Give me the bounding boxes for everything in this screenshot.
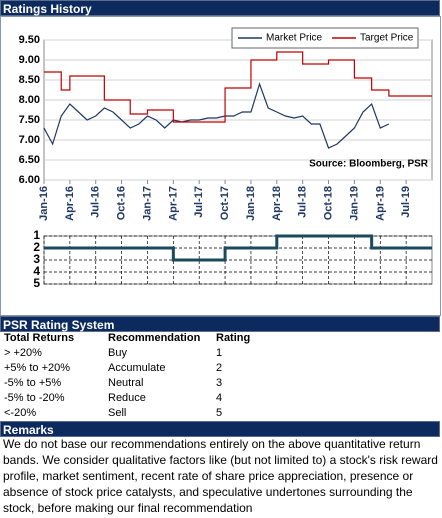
column-header: Rating [216, 332, 251, 344]
table-cell: Neutral [108, 377, 144, 389]
x-tick-label: Apr-17 [167, 186, 179, 221]
x-tick-label: Oct-18 [323, 186, 335, 220]
x-tick-label: Jan-18 [245, 186, 257, 221]
charts: 6.00 6.50 7.00 7.50 8.00 8.50 9.00 9.50 Jan-16 Ap… [0, 16, 441, 316]
x-tick-label: Apr-18 [271, 186, 283, 221]
table-cell: 5 [216, 407, 223, 419]
table-cell: Accumulate [108, 362, 166, 374]
x-tick-label: Jan-16 [38, 186, 50, 221]
table-cell: > +20% [4, 347, 42, 359]
x-tick-label: Apr-19 [374, 186, 386, 221]
table-cell: Buy [108, 347, 127, 359]
table-cell: 1 [216, 347, 223, 359]
section-header: Ratings History [0, 0, 440, 16]
y-tick-label: 3 [33, 252, 40, 266]
table-cell: -5% to +5% [4, 377, 62, 389]
y-tick-label: 6.50 [19, 154, 40, 166]
y-tick-label: 9.50 [19, 34, 40, 46]
y-tick-label: 1 [33, 228, 40, 242]
x-tick-label: Oct-17 [219, 186, 231, 220]
table-cell: 3 [216, 377, 223, 389]
table-cell: -5% to -20% [4, 392, 65, 404]
x-tick-label: Jul-19 [400, 186, 412, 218]
y-tick-label: 5 [33, 276, 40, 290]
table-cell: 4 [216, 392, 223, 404]
x-tick-label: Jul-16 [90, 186, 102, 218]
legend-label: Target Price [360, 33, 414, 44]
y-tick-label: 8.50 [19, 74, 40, 86]
y-tick-label: 6.00 [19, 174, 40, 186]
x-tick-label: Jul-18 [297, 186, 309, 218]
section-header: Remarks [0, 421, 440, 437]
series-line [44, 234, 432, 262]
series-line [43, 82, 390, 149]
table-cell: 2 [216, 362, 223, 374]
table-cell: +5% to +20% [4, 362, 71, 374]
frame [0, 16, 441, 316]
y-tick-label: 2 [33, 240, 40, 254]
column-header: Recommendation [108, 332, 201, 344]
table-cell: Reduce [108, 392, 146, 404]
x-tick-label: Jul-17 [193, 186, 205, 218]
remarks-text: We do not base our recommendations entir… [3, 437, 438, 515]
table-cell: <-20% [4, 407, 37, 419]
x-tick-label: Apr-16 [64, 186, 76, 221]
table-cell: Sell [108, 407, 127, 419]
y-tick-label: 4 [33, 264, 40, 278]
y-tick-label: 9.00 [19, 54, 40, 66]
x-tick-label: Oct-16 [116, 186, 128, 220]
section-header: PSR Rating System [0, 316, 440, 332]
series-line [44, 51, 432, 123]
y-tick-label: 7.00 [19, 134, 40, 146]
y-tick-label: 8.00 [19, 94, 40, 106]
x-tick-label: Jan-17 [141, 186, 153, 221]
y-tick-label: 7.50 [19, 114, 40, 126]
legend-box [231, 27, 419, 49]
legend-label: Market Price [266, 33, 323, 44]
annotation: Source: Bloomberg, PSR [309, 159, 429, 170]
plot-area [43, 235, 433, 285]
column-header: Total Returns [4, 332, 75, 344]
x-tick-label: Jan-19 [348, 186, 360, 221]
